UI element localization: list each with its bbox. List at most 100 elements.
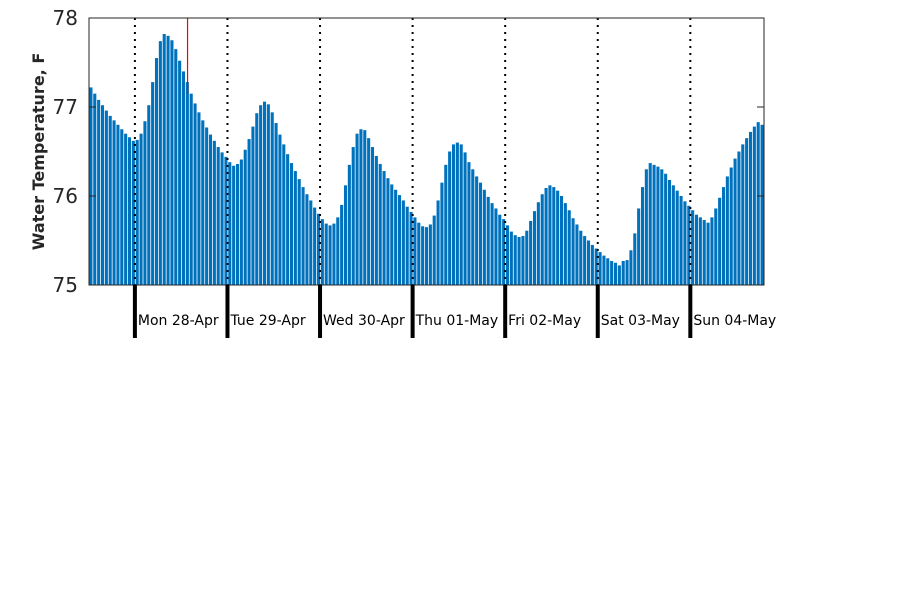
bar	[255, 113, 259, 285]
bar	[332, 223, 336, 285]
bar	[656, 166, 660, 285]
bar	[355, 133, 359, 285]
bar	[486, 196, 490, 285]
bar	[251, 126, 255, 285]
bar	[637, 208, 641, 285]
bar	[509, 231, 513, 285]
bar	[629, 250, 633, 285]
y-axis: 75 76 77 78	[53, 6, 764, 297]
bar	[197, 112, 201, 285]
bar	[664, 173, 668, 285]
y-tick-label: 76	[53, 184, 78, 208]
bar	[228, 162, 232, 285]
bar	[579, 230, 583, 285]
bar	[235, 163, 240, 285]
bar	[158, 41, 162, 285]
bar	[467, 162, 471, 285]
bar	[243, 149, 247, 285]
bar	[737, 151, 741, 285]
bar	[694, 214, 699, 285]
x-axis-day-labels: Mon 28-Apr Tue 29-Apr Wed 30-Apr Thu 01-May…	[132, 285, 776, 338]
bar	[266, 104, 270, 285]
bar	[201, 120, 205, 285]
bar	[494, 208, 498, 285]
bar	[436, 200, 440, 285]
bar	[116, 124, 120, 285]
bar	[100, 105, 105, 285]
bar	[451, 144, 456, 285]
bar	[305, 194, 309, 285]
bar	[683, 201, 687, 285]
day-label: Sun 04-May	[693, 313, 776, 329]
bar	[478, 182, 483, 285]
bar	[575, 224, 579, 285]
bar	[193, 103, 197, 285]
bar	[112, 120, 116, 285]
bar	[648, 163, 652, 285]
bar	[517, 236, 521, 285]
bar	[370, 147, 375, 285]
bar	[559, 196, 564, 285]
bar	[691, 210, 695, 285]
bar	[640, 187, 645, 285]
bar	[598, 252, 602, 285]
bar	[336, 217, 340, 285]
bar	[718, 197, 722, 285]
bar	[359, 129, 363, 285]
bar	[309, 200, 313, 285]
bar	[151, 82, 155, 285]
bar	[679, 196, 683, 285]
day-label: Mon 28-Apr	[138, 313, 219, 329]
bar	[293, 171, 297, 285]
bar	[455, 142, 459, 285]
bar	[498, 214, 502, 285]
bar	[567, 210, 571, 285]
bar	[721, 187, 726, 285]
bar	[741, 144, 745, 285]
bar	[239, 159, 243, 285]
bar	[224, 156, 228, 285]
bar	[733, 158, 737, 285]
bar	[93, 93, 97, 286]
bar	[208, 134, 213, 285]
bar	[502, 219, 506, 285]
bar	[421, 226, 425, 285]
bar	[563, 203, 567, 285]
bar	[185, 82, 189, 285]
bar	[571, 218, 575, 285]
bar	[633, 233, 637, 285]
bar	[397, 195, 402, 285]
bars-layer	[89, 34, 764, 286]
bar	[644, 169, 648, 285]
bar	[120, 129, 124, 285]
y-axis-label: Water Temperature, F	[29, 53, 48, 251]
bar	[428, 224, 432, 285]
bar	[262, 101, 267, 285]
bar	[143, 121, 147, 286]
bar	[698, 217, 702, 285]
bar	[286, 154, 290, 285]
bar	[590, 244, 594, 285]
bar	[301, 187, 305, 285]
bar	[424, 227, 429, 285]
bar	[343, 185, 348, 285]
bar	[536, 202, 540, 285]
bar	[131, 140, 135, 285]
bar	[413, 217, 417, 285]
day-label: Fri 02-May	[508, 313, 581, 329]
bar	[390, 184, 394, 285]
bar	[247, 139, 251, 285]
bar	[220, 152, 224, 285]
bar	[347, 164, 351, 285]
bar	[540, 194, 544, 285]
bar	[463, 152, 467, 285]
bar	[475, 176, 479, 285]
bar	[702, 220, 706, 285]
bar	[525, 230, 529, 285]
bar	[459, 144, 463, 285]
bar	[675, 190, 679, 285]
bar	[328, 225, 332, 285]
bar	[586, 240, 591, 285]
bar	[216, 147, 220, 285]
